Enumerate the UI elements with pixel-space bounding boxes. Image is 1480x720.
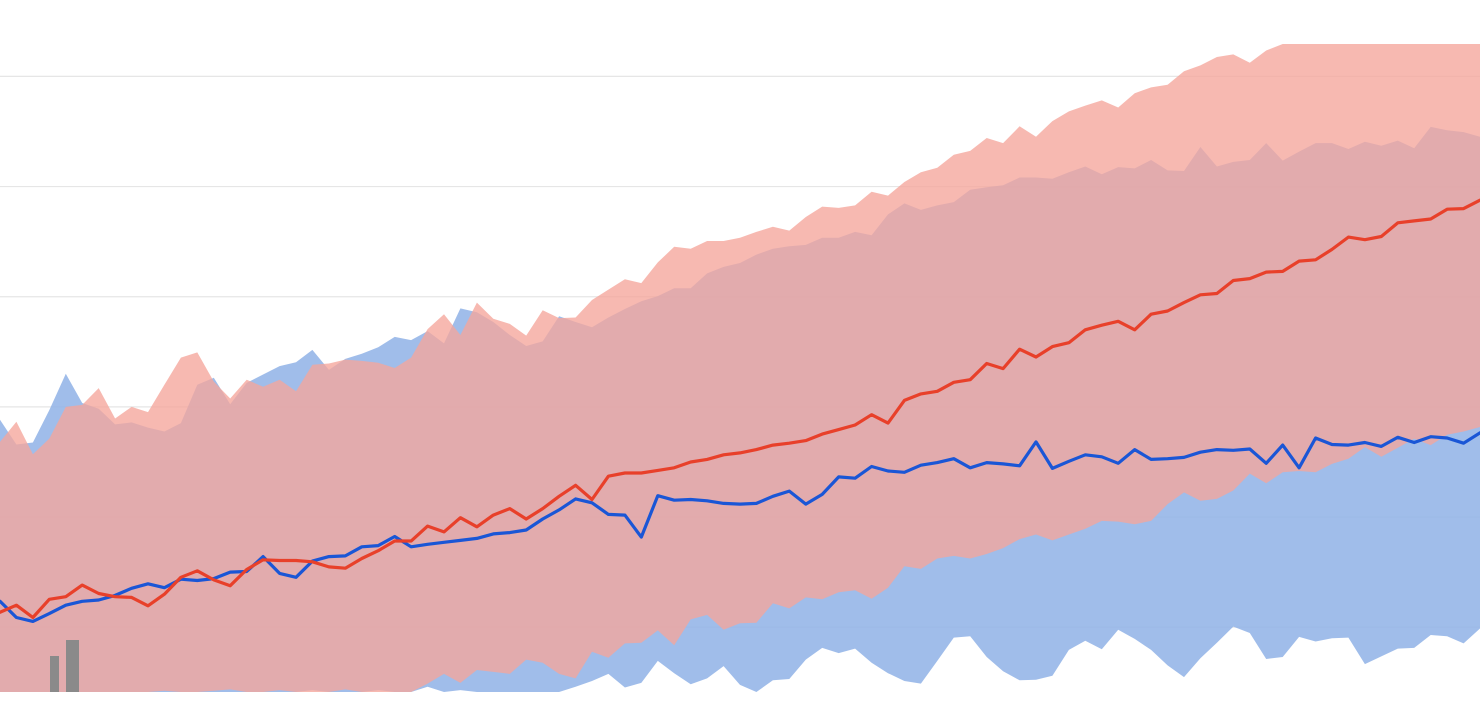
confidence-bands — [0, 44, 1480, 692]
overlay-bar-2 — [66, 640, 79, 692]
corner-overlay — [50, 640, 79, 692]
series-lines — [0, 198, 1480, 624]
overlay-bar-1 — [50, 656, 59, 692]
red-series-line — [0, 198, 1480, 620]
red-confidence-band — [0, 44, 1480, 692]
